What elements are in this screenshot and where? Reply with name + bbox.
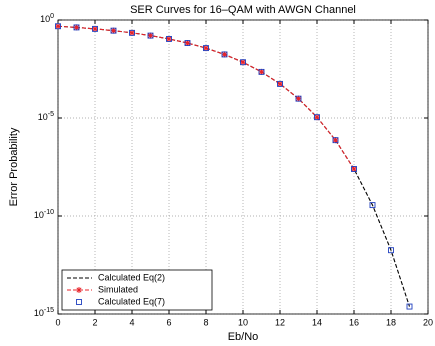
series-line — [57, 25, 355, 170]
marker — [203, 45, 209, 52]
marker — [277, 80, 283, 87]
legend-marker — [76, 299, 82, 305]
marker — [73, 24, 80, 31]
marker — [184, 40, 191, 46]
x-tick-label: 6 — [166, 317, 171, 327]
x-tick-label: 0 — [55, 317, 60, 327]
marker — [240, 59, 246, 66]
marker — [314, 114, 320, 121]
marker — [406, 303, 413, 310]
legend-label: Calculated Eq(7) — [98, 296, 165, 306]
x-tick-label: 18 — [386, 317, 396, 327]
marker — [110, 27, 117, 34]
x-tick-label: 16 — [349, 317, 359, 327]
x-tick-label: 2 — [92, 317, 97, 327]
marker — [203, 45, 209, 52]
marker — [55, 23, 61, 30]
marker — [388, 247, 394, 254]
marker — [258, 68, 265, 75]
marker — [277, 80, 283, 87]
y-axis-label: Error Probability — [8, 127, 20, 206]
y-tick-label: 10-10 — [34, 209, 54, 221]
x-tick-label: 20 — [423, 317, 433, 327]
marker — [129, 29, 135, 36]
marker — [221, 51, 228, 58]
marker — [184, 40, 191, 47]
marker — [295, 95, 302, 102]
marker — [240, 59, 246, 66]
marker — [332, 137, 339, 144]
marker — [332, 137, 339, 144]
marker — [147, 32, 154, 39]
x-axis-label: Eb/No — [228, 331, 259, 343]
marker — [258, 68, 265, 75]
marker — [110, 27, 117, 34]
marker — [55, 23, 61, 30]
marker — [129, 29, 135, 36]
y-tick-label: 10-5 — [38, 111, 54, 123]
plot-frame — [57, 19, 429, 315]
x-tick-label: 8 — [203, 317, 208, 327]
marker — [351, 166, 357, 172]
marker — [314, 114, 320, 121]
marker — [166, 35, 172, 42]
legend-label: Simulated — [98, 284, 138, 294]
y-tick-label: 10-15 — [34, 307, 54, 319]
x-tick-label: 10 — [238, 317, 248, 327]
x-tick-label: 4 — [129, 317, 134, 327]
marker — [92, 25, 98, 32]
marker — [73, 24, 80, 31]
legend-label: Calculated Eq(2) — [98, 272, 165, 282]
chart-title: SER Curves for 16–QAM with AWGN Channel — [130, 4, 356, 16]
marker — [369, 202, 376, 209]
marker — [221, 51, 228, 58]
x-tick-label: 14 — [312, 317, 322, 327]
marker — [166, 35, 172, 42]
legend-marker — [76, 287, 82, 293]
x-tick-label: 12 — [275, 317, 285, 327]
marker — [295, 95, 302, 102]
marker — [351, 166, 357, 172]
marker — [147, 32, 154, 39]
marker — [92, 25, 98, 32]
y-tick-label: 100 — [40, 13, 54, 25]
